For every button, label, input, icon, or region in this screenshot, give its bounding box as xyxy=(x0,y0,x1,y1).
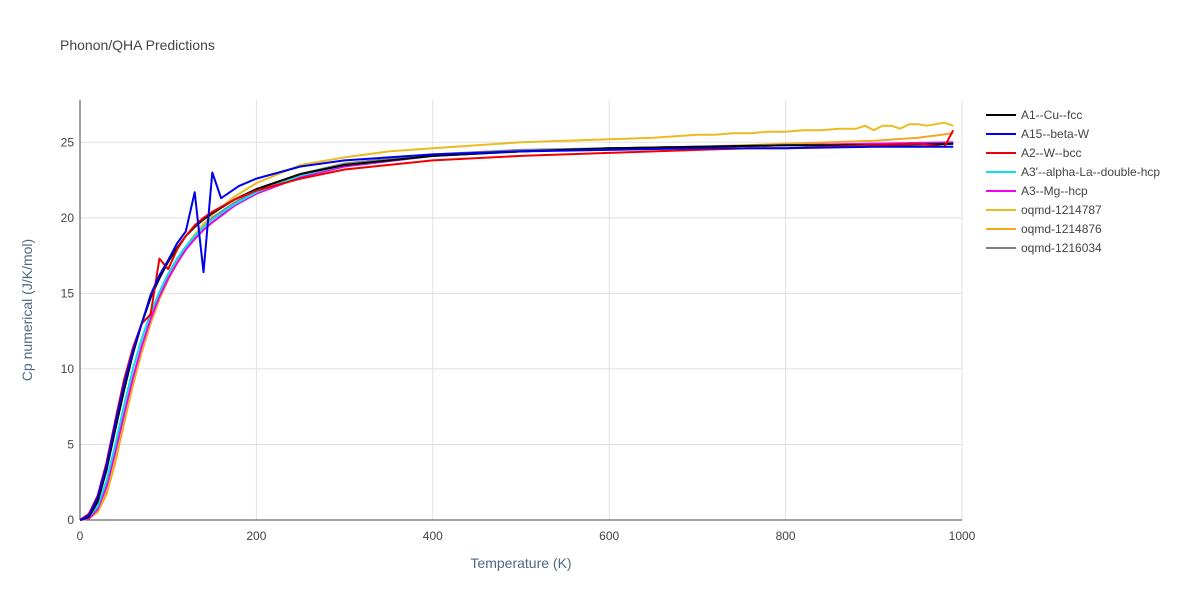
chart-title: Phonon/QHA Predictions xyxy=(60,37,215,53)
legend-label: oqmd-1214787 xyxy=(1021,203,1102,217)
legend-item[interactable]: A1--Cu--fcc xyxy=(986,108,1082,122)
legend-label: A1--Cu--fcc xyxy=(1021,108,1082,122)
legend-item[interactable]: oqmd-1214876 xyxy=(986,222,1102,236)
legend-item[interactable]: A15--beta-W xyxy=(986,127,1090,141)
legend-item[interactable]: A3--Mg--hcp xyxy=(986,184,1088,198)
x-tick-label: 400 xyxy=(423,529,443,543)
legend-label: A15--beta-W xyxy=(1021,127,1090,141)
axes: 0 200 400 600 800 1000 0 5 10 15 20 25 xyxy=(61,100,976,543)
y-axis-title: Cp numerical (J/K/mol) xyxy=(19,239,35,381)
y-tick-label: 5 xyxy=(67,437,74,451)
legend-item[interactable]: oqmd-1216034 xyxy=(986,241,1102,255)
series-line-a1-cu-fcc xyxy=(79,142,954,521)
plot-area xyxy=(79,121,955,521)
legend: A1--Cu--fcc A15--beta-W A2--W--bcc A3'--alp… xyxy=(986,108,1160,255)
y-tick-label: 20 xyxy=(61,211,75,225)
legend-label: oqmd-1214876 xyxy=(1021,222,1102,236)
legend-label: A2--W--bcc xyxy=(1021,146,1081,160)
x-tick-label: 0 xyxy=(77,529,84,543)
y-tick-label: 10 xyxy=(61,362,75,376)
series-line-a15-beta-w xyxy=(79,145,954,521)
legend-label: A3'--alpha-La--double-hcp xyxy=(1021,165,1160,179)
x-tick-label: 1000 xyxy=(949,529,976,543)
series-line-a3-mg-hcp xyxy=(79,141,954,521)
grid xyxy=(80,100,963,520)
legend-label: oqmd-1216034 xyxy=(1021,241,1102,255)
y-tick-label: 25 xyxy=(61,135,75,149)
series-line-a3-alpha-la-double-hcp xyxy=(79,142,954,521)
y-tick-label: 15 xyxy=(61,286,75,300)
x-axis-title: Temperature (K) xyxy=(470,555,571,571)
x-tick-label: 200 xyxy=(246,529,266,543)
legend-item[interactable]: A3'--alpha-La--double-hcp xyxy=(986,165,1160,179)
x-tick-label: 800 xyxy=(776,529,796,543)
legend-label: A3--Mg--hcp xyxy=(1021,184,1088,198)
x-tick-label: 600 xyxy=(599,529,619,543)
legend-item[interactable]: oqmd-1214787 xyxy=(986,203,1102,217)
series-line-oqmd-1216034 xyxy=(79,142,954,521)
y-tick-label: 0 xyxy=(67,513,74,527)
legend-item[interactable]: A2--W--bcc xyxy=(986,146,1081,160)
